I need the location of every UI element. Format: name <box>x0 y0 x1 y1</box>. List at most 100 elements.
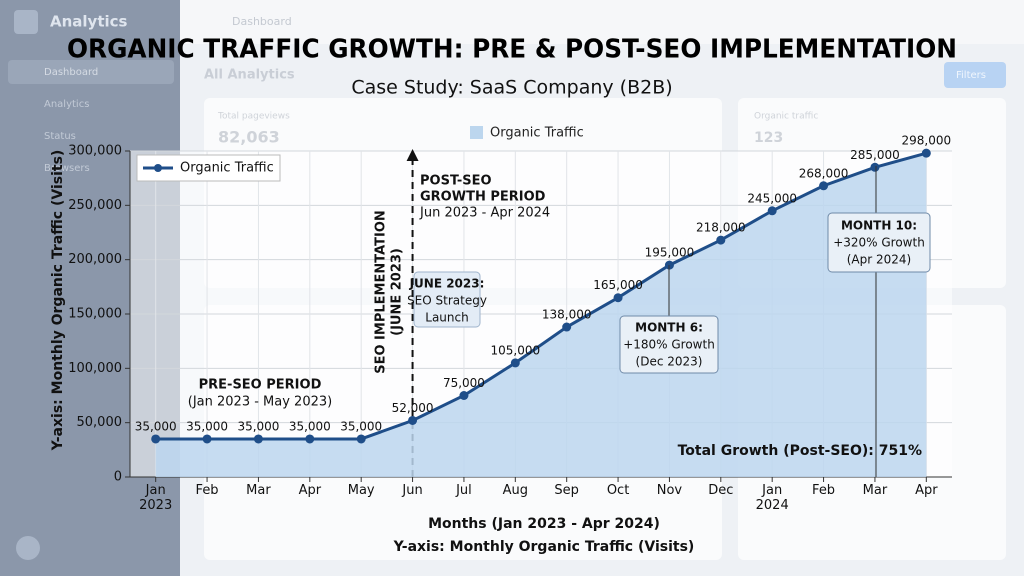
top-bar <box>180 0 1024 44</box>
data-label: 75,000 <box>443 376 485 390</box>
menu-item: Status <box>44 131 76 142</box>
filters-label: Filters <box>956 70 986 81</box>
marker <box>767 206 777 216</box>
annotation-box <box>413 271 481 328</box>
x-tick-label: Jan 2023 <box>139 483 173 513</box>
marker <box>716 235 726 245</box>
app-name: Analytics <box>50 13 128 31</box>
x-tick-label: Feb <box>195 483 219 498</box>
x-tick-label: Apr <box>915 483 938 498</box>
annotation: Jun 2023 - Apr 2024 <box>419 206 550 221</box>
x-tick-label: Aug <box>502 483 528 498</box>
data-label: 138,000 <box>542 308 592 322</box>
marker <box>870 162 880 172</box>
data-label: 35,000 <box>186 419 228 433</box>
data-label: 105,000 <box>491 343 541 357</box>
y-axis-title: Y-axis: Monthly Organic Traffic (Visits) <box>50 150 66 452</box>
annotation-box <box>619 315 719 374</box>
x-tick-label: Dec <box>708 483 734 498</box>
data-label: 268,000 <box>799 166 849 180</box>
filters-button <box>944 62 1006 88</box>
data-label: 298,000 <box>902 134 952 148</box>
marker <box>151 434 161 444</box>
annotation: (Apr 2024) <box>847 253 911 267</box>
data-label: 195,000 <box>645 246 695 260</box>
implementation-arrow <box>406 149 419 161</box>
x-tick-label: Nov <box>656 483 683 498</box>
marker <box>562 322 572 332</box>
marker <box>408 415 418 425</box>
line <box>155 151 927 441</box>
annotation: +320% Growth <box>833 236 925 250</box>
x-axis-title: Months (Jan 2023 - Apr 2024) <box>428 516 660 532</box>
annotation: +180% Growth <box>623 338 715 352</box>
marker <box>202 434 212 444</box>
marker <box>921 148 931 158</box>
annotation: PRE-SEO PERIOD <box>199 378 322 393</box>
data-label: 35,000 <box>237 419 279 433</box>
area-legend-swatch <box>470 126 483 139</box>
annotation: POST-SEO <box>420 174 492 189</box>
marker <box>510 358 520 368</box>
x-tick-label: Feb <box>812 483 836 498</box>
y-tick-label: 300,000 <box>68 144 122 159</box>
annotation: GROWTH PERIOD <box>420 190 546 205</box>
y-tick-label: 250,000 <box>68 198 122 213</box>
legend-label: Organic Traffic <box>180 161 274 176</box>
card-value: 82,063 <box>218 128 280 147</box>
marker <box>253 434 263 444</box>
breadcrumb: Dashboard <box>232 15 292 28</box>
menu-item: Dashboard <box>44 67 98 78</box>
annotation-box <box>827 212 931 273</box>
marker <box>356 434 366 444</box>
x-axis-note: Y-axis: Monthly Organic Traffic (Visits) <box>393 539 695 555</box>
x-tick-label: Jul <box>456 483 472 498</box>
data-label: 165,000 <box>593 278 643 292</box>
app-logo <box>14 10 38 34</box>
data-label: 35,000 <box>135 419 177 433</box>
card-value: 123 <box>754 130 783 146</box>
x-tick-label: Apr <box>298 483 322 498</box>
card-label: Organic traffic <box>754 112 818 122</box>
marker <box>305 434 315 444</box>
menu-item: Browsers <box>44 163 90 174</box>
data-label: 35,000 <box>340 419 382 433</box>
menu-item: Analytics <box>44 99 89 110</box>
card-label: Total pageviews <box>217 112 290 122</box>
annotation: Launch <box>425 311 468 325</box>
data-label: 285,000 <box>850 148 900 162</box>
x-tick-label: Mar <box>862 483 888 498</box>
chart-title: ORGANIC TRAFFIC GROWTH: PRE & POST-SEO I… <box>67 35 957 65</box>
x-tick-label: Jun <box>402 483 423 498</box>
menu-active <box>8 60 174 84</box>
annotation: (Dec 2023) <box>636 355 703 369</box>
data-label: 52,000 <box>392 401 434 415</box>
data-label: 245,000 <box>747 191 797 205</box>
annotation: SEO IMPLEMENTATION <box>374 210 389 374</box>
x-tick-label: Sep <box>554 483 579 498</box>
data-label: 218,000 <box>696 221 746 235</box>
annotation: (Jan 2023 - May 2023) <box>188 395 332 410</box>
marker <box>459 391 469 400</box>
x-tick-label: May <box>347 483 375 498</box>
sidebar-icon <box>16 536 40 560</box>
x-tick-label: Oct <box>606 483 630 498</box>
y-tick-label: 150,000 <box>68 307 122 322</box>
x-tick-label: Jan 2024 <box>755 483 789 513</box>
page-heading: All Analytics <box>204 68 295 83</box>
chart-subtitle: Case Study: SaaS Company (B2B) <box>351 77 672 99</box>
x-tick-label: Mar <box>246 483 271 498</box>
y-tick-label: 50,000 <box>77 415 123 430</box>
annotation: MONTH 6: <box>635 321 703 335</box>
annotation: SEO Strategy <box>407 294 487 308</box>
annotation: MONTH 10: <box>841 219 917 233</box>
annotation: Total Growth (Post-SEO): 751% <box>678 443 922 459</box>
y-tick-label: 0 <box>114 470 122 485</box>
data-label: 35,000 <box>289 419 331 433</box>
legend-marker <box>154 164 162 172</box>
annotation: JUNE 2023: <box>409 277 485 291</box>
marker <box>819 181 829 191</box>
annotation: (JUNE 2023) <box>390 248 405 336</box>
